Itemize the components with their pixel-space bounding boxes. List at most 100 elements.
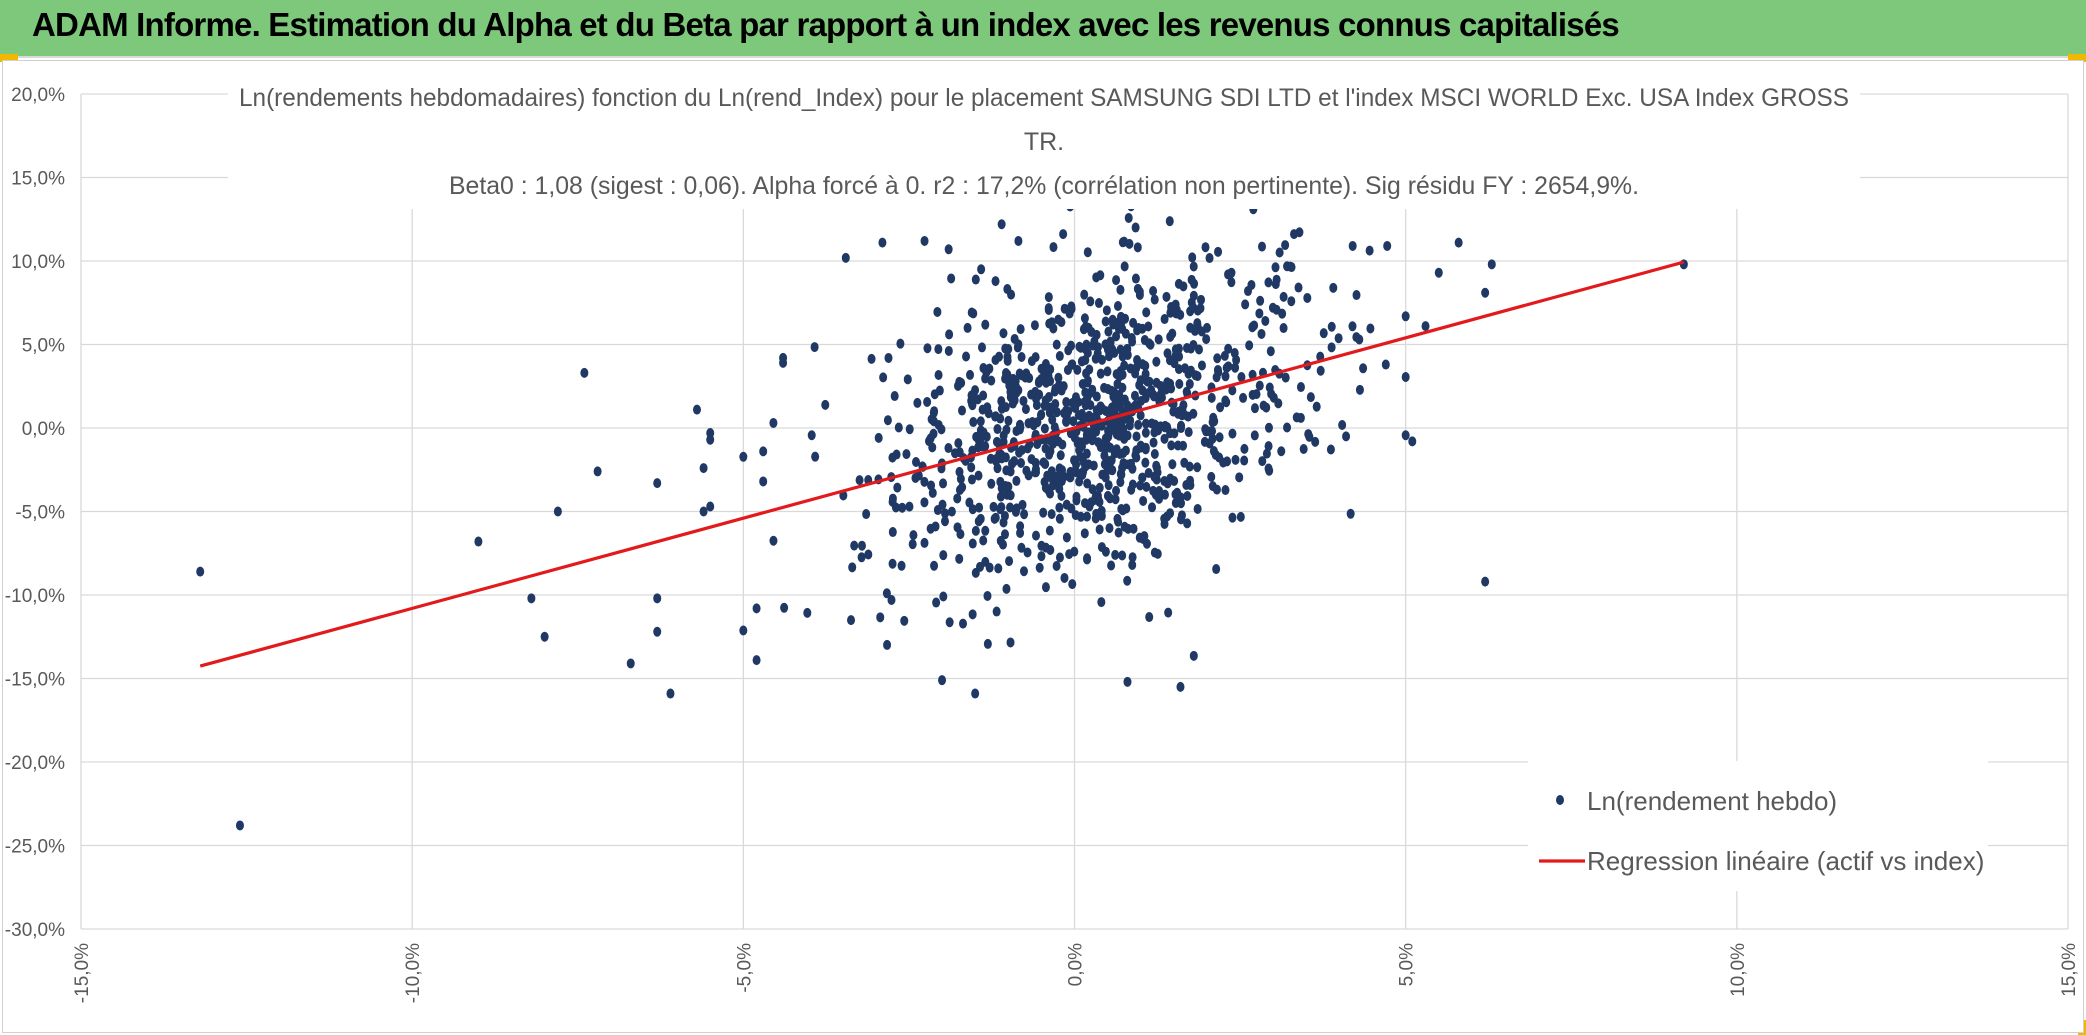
data-point xyxy=(1142,307,1151,318)
data-point xyxy=(1255,380,1264,391)
data-points xyxy=(196,182,1688,831)
data-point xyxy=(1248,389,1257,400)
data-point xyxy=(1016,324,1025,335)
data-point xyxy=(1103,344,1112,355)
data-point xyxy=(1025,373,1034,384)
data-point xyxy=(1152,356,1161,367)
data-point xyxy=(981,373,990,384)
data-point xyxy=(1092,508,1101,519)
data-point xyxy=(1327,321,1336,332)
data-point xyxy=(1046,545,1055,556)
data-point xyxy=(1197,294,1206,305)
legend-marker xyxy=(1556,795,1564,805)
data-point xyxy=(867,353,876,364)
data-point xyxy=(1019,395,1028,406)
data-point xyxy=(974,516,983,527)
data-point xyxy=(1080,498,1089,509)
data-point xyxy=(994,563,1003,574)
data-point xyxy=(1094,298,1103,309)
data-point xyxy=(1168,459,1177,470)
data-point xyxy=(930,389,939,400)
data-point xyxy=(966,369,975,380)
data-point xyxy=(1401,371,1410,382)
data-point xyxy=(1144,321,1153,332)
data-point xyxy=(1082,448,1091,459)
data-point xyxy=(850,540,859,551)
scatter-chart: 20,0%15,0%10,0%5,0%0,0%-5,0%-10,0%-15,0%… xyxy=(5,63,2080,1003)
data-point xyxy=(1212,484,1221,495)
data-point xyxy=(1279,323,1288,334)
data-point xyxy=(1083,247,1092,258)
data-point xyxy=(989,501,998,512)
data-point xyxy=(1261,315,1270,326)
data-point xyxy=(699,463,708,474)
data-point xyxy=(1023,547,1032,558)
data-point xyxy=(996,504,1005,515)
data-point xyxy=(968,609,977,620)
data-point xyxy=(1039,457,1048,468)
data-point xyxy=(1048,480,1057,491)
data-point xyxy=(1037,540,1046,551)
data-point xyxy=(1019,566,1028,577)
data-point xyxy=(927,480,936,491)
data-point xyxy=(1359,363,1368,374)
legend[interactable]: Ln(rendement hebdo) Regression linéaire (… xyxy=(1528,761,1988,891)
data-point xyxy=(1338,420,1347,431)
data-point xyxy=(1112,331,1121,342)
data-point xyxy=(1131,222,1140,233)
report-header: ADAM Informe. Estimation du Alpha et du … xyxy=(0,0,2086,58)
data-point xyxy=(1032,400,1041,411)
data-point xyxy=(1115,371,1124,382)
legend-label: Ln(rendement hebdo) xyxy=(1587,786,1837,816)
data-point xyxy=(1214,246,1223,257)
data-point xyxy=(1097,597,1106,608)
data-point xyxy=(1224,269,1233,280)
y-tick-label: -10,0% xyxy=(5,586,65,607)
data-point xyxy=(474,536,483,547)
data-point xyxy=(1049,323,1058,334)
data-point xyxy=(968,400,977,411)
data-point xyxy=(1045,407,1054,418)
data-point xyxy=(1193,462,1202,473)
data-point xyxy=(1002,583,1011,594)
data-point xyxy=(1016,527,1025,538)
data-point xyxy=(1201,242,1210,253)
data-point xyxy=(887,595,896,606)
data-point xyxy=(1089,340,1098,351)
data-point xyxy=(1193,503,1202,514)
data-point xyxy=(1408,436,1417,447)
data-point xyxy=(1149,437,1158,448)
data-point xyxy=(1013,342,1022,353)
data-point xyxy=(1134,323,1143,334)
data-point xyxy=(955,553,964,564)
data-point xyxy=(979,390,988,401)
data-point xyxy=(930,560,939,571)
data-point xyxy=(978,440,987,451)
data-point xyxy=(1197,360,1206,371)
data-point xyxy=(999,430,1008,441)
data-point xyxy=(1150,294,1159,305)
data-point xyxy=(1144,468,1153,479)
data-point xyxy=(883,415,892,426)
data-point xyxy=(1003,284,1012,295)
data-point xyxy=(1133,242,1142,253)
data-point xyxy=(1057,317,1066,328)
data-point xyxy=(1141,427,1150,438)
data-point xyxy=(1166,307,1175,318)
y-tick-label: -25,0% xyxy=(5,837,65,858)
data-point xyxy=(1131,368,1140,379)
data-point xyxy=(1188,252,1197,263)
data-point xyxy=(1021,404,1030,415)
chart-area[interactable]: 20,0% 15,0% 10,0% 5,0% 0,0% -5,0% -10,0% -15,0%… xyxy=(2,60,2084,1033)
data-point xyxy=(1049,242,1058,253)
data-point xyxy=(1120,261,1129,272)
data-point xyxy=(953,522,962,533)
data-point xyxy=(939,478,948,489)
data-point xyxy=(1213,353,1222,364)
data-point xyxy=(1140,335,1149,346)
data-point xyxy=(1067,359,1076,370)
data-point xyxy=(1112,275,1121,286)
x-tick-label: 0,0% xyxy=(1066,943,1087,986)
data-point xyxy=(1296,412,1305,423)
data-point xyxy=(1060,572,1069,583)
